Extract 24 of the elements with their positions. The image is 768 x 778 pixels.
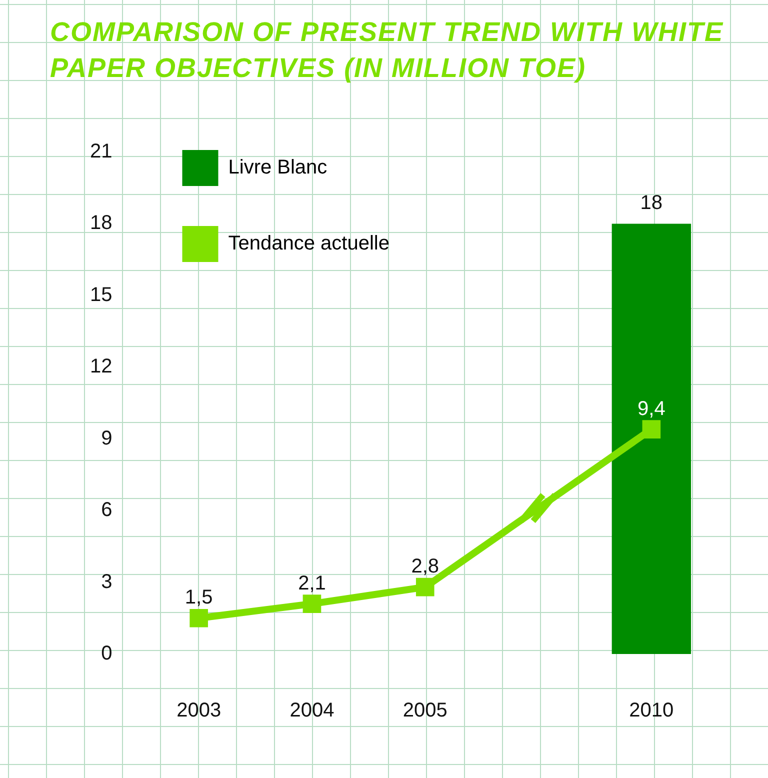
y-tick-label: 3 bbox=[101, 570, 112, 593]
y-tick-label: 9 bbox=[101, 427, 112, 450]
x-tick-label: 2004 bbox=[290, 700, 334, 722]
data-label: 2,1 bbox=[298, 572, 326, 594]
y-tick-label: 6 bbox=[101, 499, 112, 522]
y-tick-label: 12 bbox=[90, 356, 112, 378]
x-tick-label: 2010 bbox=[629, 700, 674, 722]
point bbox=[642, 420, 661, 438]
x-tick-label: 2005 bbox=[402, 700, 448, 722]
data-label: 18 bbox=[640, 192, 663, 214]
y-tick-label: 21 bbox=[90, 140, 112, 163]
point bbox=[416, 578, 434, 596]
point bbox=[190, 608, 208, 628]
y-tick-label: 15 bbox=[90, 284, 112, 306]
y-tick-label: 18 bbox=[90, 212, 112, 234]
x-tick-label: 2003 bbox=[176, 700, 222, 722]
data-label: 2,8 bbox=[411, 556, 440, 578]
point bbox=[302, 594, 322, 613]
legend-label: Livre Blanc bbox=[228, 156, 328, 179]
data-label: 9,4 bbox=[638, 398, 666, 420]
legend-label: Tendance actuelle bbox=[228, 232, 390, 255]
y-tick-label: 0 bbox=[101, 642, 112, 665]
chart-title: COMPARISON OF PRESENT TREND WITH WHITE PAPER OBJECTIVES (IN MILLION TOE) bbox=[50, 16, 724, 85]
data-label: 1,5 bbox=[184, 586, 213, 609]
